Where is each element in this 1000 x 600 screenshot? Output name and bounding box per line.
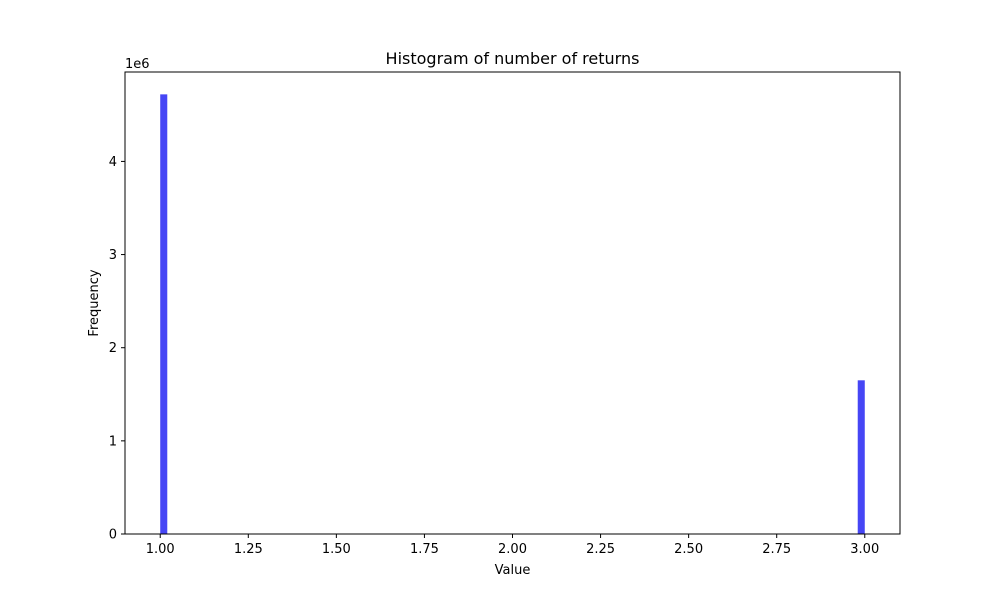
y-tick-label: 0	[109, 528, 117, 543]
y-axis-label: Frequency	[87, 269, 102, 336]
histogram-bars	[160, 94, 865, 535]
x-tick-label: 1.75	[410, 542, 439, 557]
histogram-bar-2	[857, 380, 865, 534]
x-tick-label: 1.50	[322, 542, 351, 557]
chart-title: Histogram of number of returns	[386, 49, 640, 68]
x-tick-label: 1.25	[234, 542, 263, 557]
y-scale-label: 1e6	[125, 57, 150, 72]
y-axis-ticks: 0 1 2 3 4	[109, 155, 125, 543]
y-tick-label: 1	[109, 434, 117, 449]
x-tick-label: 2.00	[498, 542, 527, 557]
histogram-bar-1	[160, 94, 168, 535]
x-tick-label: 3.00	[850, 542, 879, 557]
x-tick-label: 2.25	[586, 542, 615, 557]
x-axis-label: Value	[495, 563, 531, 578]
x-tick-label: 2.75	[762, 542, 791, 557]
y-tick-label: 3	[109, 248, 117, 263]
y-tick-label: 4	[109, 155, 117, 170]
x-tick-label: 2.50	[674, 542, 703, 557]
y-tick-label: 2	[109, 341, 117, 356]
x-axis-ticks: 1.00 1.25 1.50 1.75 2.00 2.25 2.50 2.75 3.00	[146, 534, 879, 557]
x-tick-label: 1.00	[146, 542, 175, 557]
